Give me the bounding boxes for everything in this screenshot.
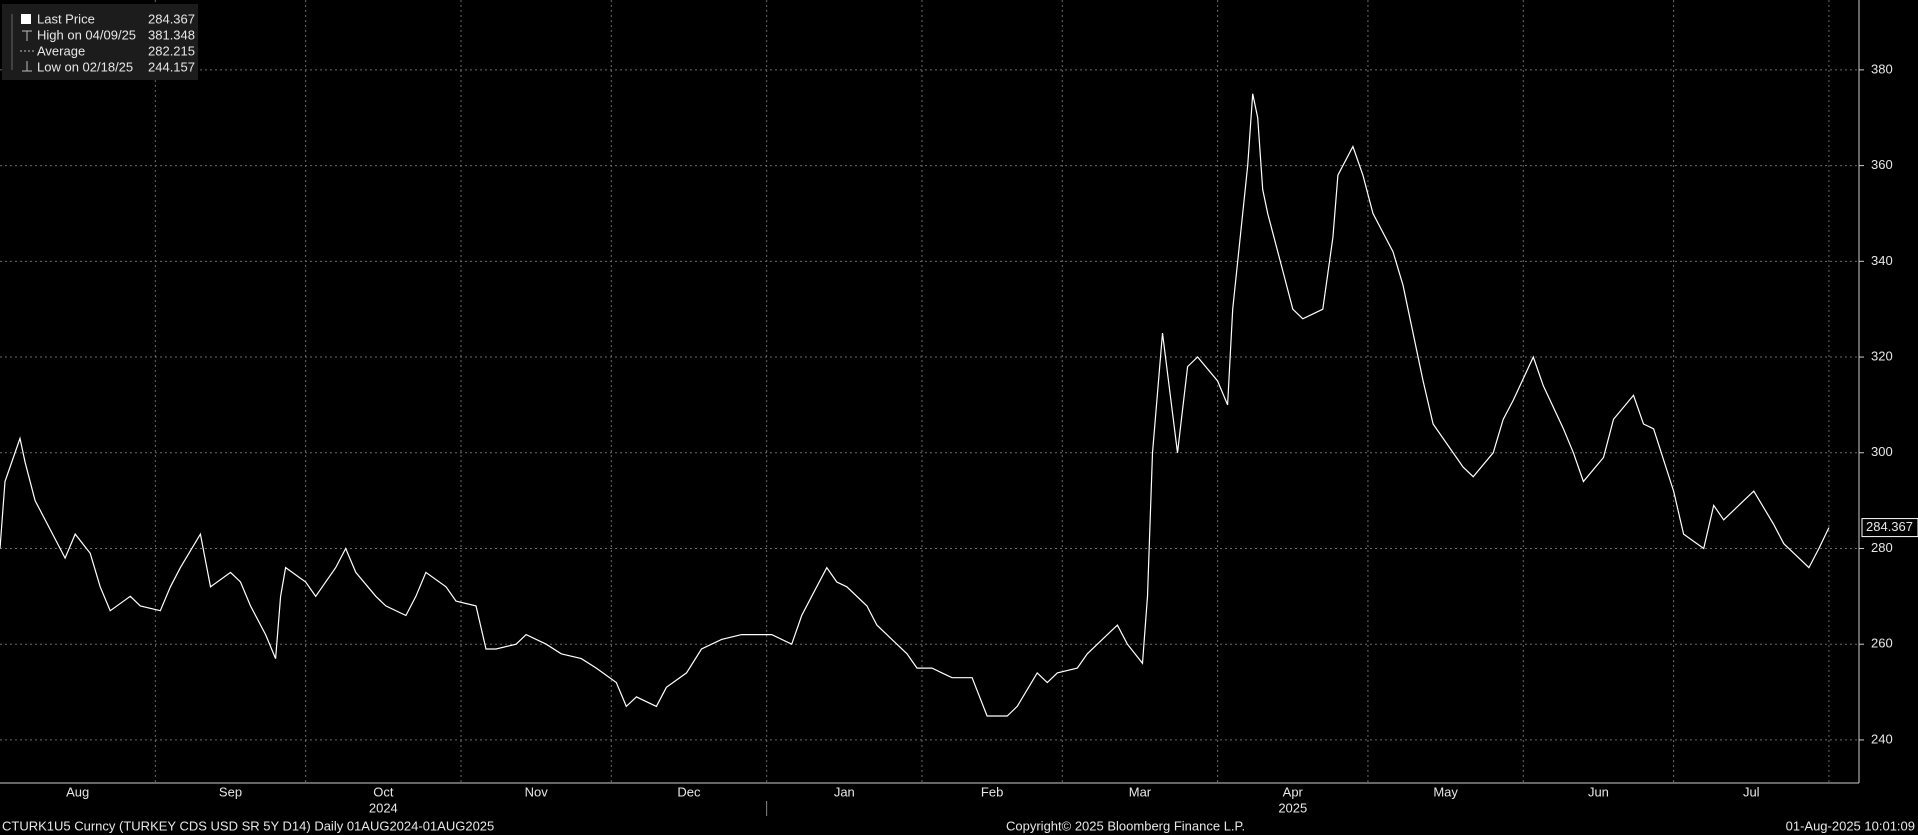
x-tick-label: Jan — [834, 784, 855, 799]
x-tick-label: Sep — [219, 784, 242, 799]
y-tick-label: 340 — [1871, 253, 1893, 268]
x-tick-label: Nov — [525, 784, 549, 799]
price-line — [0, 93, 1830, 717]
legend-value: 244.157 — [148, 59, 195, 74]
x-tick-label: Apr — [1283, 784, 1304, 799]
last-price-label: 284.367 — [1866, 519, 1913, 534]
y-tick-label: 380 — [1871, 61, 1893, 76]
x-tick-label: Mar — [1129, 784, 1152, 799]
legend-label: Average — [37, 43, 85, 58]
x-tick-label: Dec — [677, 784, 701, 799]
legend-label: Low on 02/18/25 — [37, 59, 133, 74]
legend-label: Last Price — [37, 11, 95, 26]
x-tick-label: Oct — [373, 784, 394, 799]
y-tick-label: 320 — [1871, 348, 1893, 363]
x-tick-label: May — [1433, 784, 1458, 799]
legend-value: 284.367 — [148, 11, 195, 26]
legend-label: High on 04/09/25 — [37, 27, 136, 42]
legend-value: 282.215 — [148, 43, 195, 58]
footer-right: 01-Aug-2025 10:01:09 — [1786, 818, 1915, 833]
x-tick-label: Aug — [66, 784, 89, 799]
footer-center: Copyright© 2025 Bloomberg Finance L.P. — [1006, 818, 1245, 833]
x-tick-label: Jul — [1743, 784, 1760, 799]
x-tick-label: Feb — [981, 784, 1003, 799]
legend-icon — [21, 14, 31, 24]
y-tick-label: 300 — [1871, 444, 1893, 459]
last-price-box — [1861, 518, 1918, 538]
x-year-label: 2024 — [369, 800, 398, 815]
y-tick-label: 360 — [1871, 157, 1893, 172]
x-year-label: 2025 — [1278, 800, 1307, 815]
y-tick-label: 260 — [1871, 636, 1893, 651]
y-tick-label: 280 — [1871, 540, 1893, 555]
y-tick-label: 240 — [1871, 731, 1893, 746]
legend-box — [2, 4, 198, 80]
footer-left: CTURK1U5 Curncy (TURKEY CDS USD SR 5Y D1… — [2, 818, 494, 833]
legend-value: 381.348 — [148, 27, 195, 42]
x-tick-label: Jun — [1588, 784, 1609, 799]
